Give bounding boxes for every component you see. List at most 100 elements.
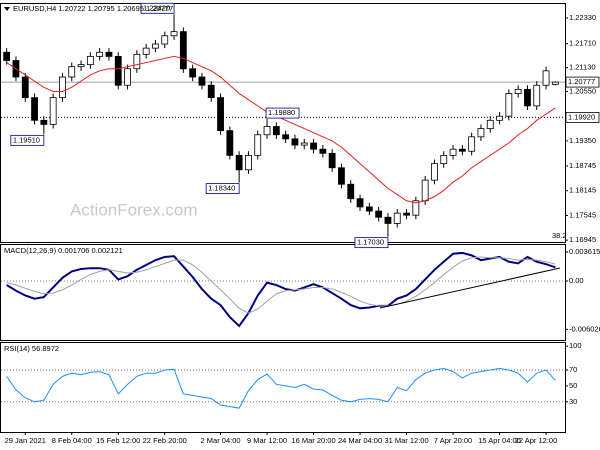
y-tick-label: 0.00 [569,276,584,285]
candle-body [468,136,476,152]
price-annotation-box [140,2,175,14]
candle-body [542,70,550,86]
candle-body [384,216,392,224]
x-tick-label: 2 Mar 04:00 [201,436,241,445]
candle-body [282,134,290,140]
candle-body [291,138,299,146]
y-tick-label: 1.19350 [569,136,596,145]
candle-body [68,66,76,78]
y-tick-label: 100 [569,341,582,350]
candle-body [254,134,262,156]
x-tick-label: 29 Jan 2021 [5,436,46,445]
candle-body [477,128,485,138]
candle-body [272,126,280,136]
candle-body [142,47,150,55]
x-tick-label: 7 Apr 20:00 [434,436,472,445]
candle-body [449,148,457,156]
x-tick-label: 24 Mar 04:00 [338,436,382,445]
candle-body [328,152,336,169]
price-annotation-box [354,237,389,249]
y-tick-label: 50 [569,381,577,390]
price-annotation-box [265,107,300,119]
candle-body [356,198,364,208]
candle-body [114,55,122,86]
candle-body [133,53,141,70]
price-panel [0,3,566,243]
y-tick-label: 1.21130 [569,63,596,72]
x-tick-label: 31 Mar 12:00 [384,436,428,445]
indicator-line [6,251,556,328]
candle-body [263,126,271,136]
candle-body [300,142,308,146]
candle-body [486,119,494,129]
y-tick-label: 0.003615 [569,247,600,256]
candle-body [524,88,531,107]
y-tick-label: 1.17545 [569,210,596,219]
candle-body [152,43,159,49]
candle-body [170,31,178,37]
candle-body [347,183,355,200]
candle-body [403,212,410,216]
macd-title: MACD(12,26,9) 0.001706 0.002121 [4,246,123,255]
candle-body [226,130,234,156]
candle-body [59,76,66,99]
candle-body [514,88,522,94]
candle-body [179,31,187,70]
candle-body [235,154,243,171]
candle-body [21,76,29,99]
candle-body [49,97,57,125]
candle-body [338,167,345,185]
price-level-box [565,76,600,88]
candle-body [124,68,131,86]
watermark: ActionForex.com [70,200,198,219]
fib-label: 38.2 [552,231,567,240]
price-level-box [565,112,600,123]
price-annotation: 1.19510 [13,135,40,144]
rsi-panel [0,342,566,433]
price-annotation-box [205,183,240,195]
price-annotation: 1.18340 [208,184,235,193]
y-tick-label: 1.16945 [569,235,596,244]
candle-body [551,81,559,85]
indicator-line [6,256,556,314]
candle-body [40,119,48,125]
candle-body [96,51,104,57]
trend-line [379,267,561,309]
candle-body [458,148,466,152]
candle-body [319,148,327,154]
y-tick-label: 1.20550 [569,86,596,95]
price-title: EURUSD,H4 1.20722 1.20795 1.20695 1.2077… [13,4,173,13]
candle-body [496,115,503,121]
candle-body [86,55,94,66]
candle-body [3,51,11,61]
candle-body [217,97,224,132]
price-annotation: 1.17030 [357,238,384,247]
price-level-label: 1.20777 [568,77,595,86]
y-tick-label: -0.006026 [569,324,600,333]
candle-body [421,179,429,202]
candle-body [105,51,113,57]
candle-body [393,212,401,224]
menu-icon [4,7,10,11]
candle-body [189,68,197,78]
candle-body [198,76,206,86]
x-tick-label: 15 Feb 12:00 [96,436,140,445]
y-tick-label: 1.18745 [569,161,596,170]
candle-body [161,35,169,45]
macd-panel [0,244,566,341]
price-level-label: 1.19920 [568,112,595,121]
candle-body [375,210,383,218]
candle-body [533,84,541,107]
x-tick-label: 22 Feb 20:00 [143,436,187,445]
x-tick-label: 9 Mar 12:00 [247,436,287,445]
candle-body [412,200,420,216]
candle-body [365,206,373,212]
candle-body [77,64,85,68]
candle-body [310,142,317,150]
y-tick-label: 70 [569,365,577,374]
candle-body [31,97,38,121]
candle-body [245,154,252,171]
indicator-line [6,367,556,409]
